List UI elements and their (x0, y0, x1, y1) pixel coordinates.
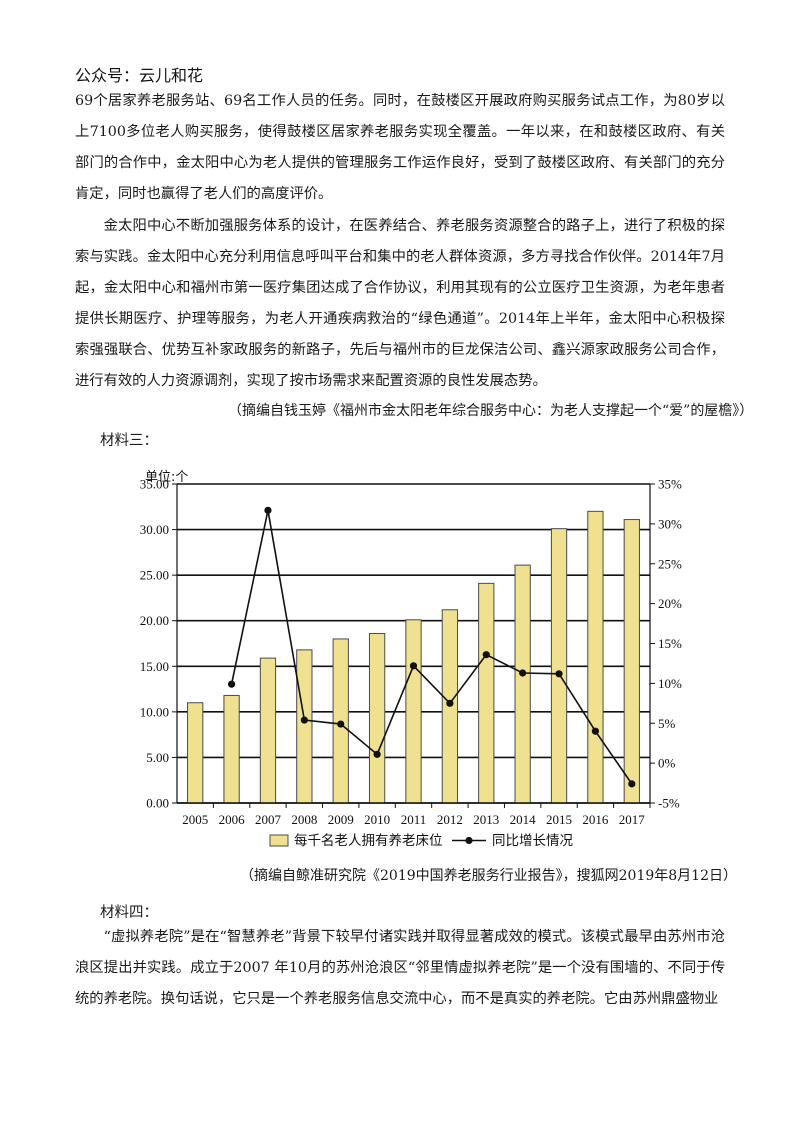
source-citation-1: （摘编自钱玉婷《福州市金太阳老年综合服务中心：为老人支撑起一个“爱”的屋檐》） (228, 403, 754, 419)
paragraph-2: 金太阳中心不断加强服务体系的设计，在医养结合、养老服务资源整合的路子上，进行了积… (75, 218, 725, 389)
growth-point (264, 506, 272, 514)
growth-point (227, 680, 236, 688)
paragraph-3: “虚拟养老院”是在“智慧养老”背景下较早付诸实践并取得显著成效的模式。该模式最早… (75, 929, 725, 1007)
x-axis-tick-label: 2017 (619, 812, 646, 827)
right-axis-tick-label: 30% (658, 516, 682, 531)
bar (587, 510, 604, 804)
bar-series (187, 510, 640, 804)
right-axis-tick-label: 35% (658, 477, 682, 492)
x-axis-tick-label: 2016 (582, 812, 609, 827)
growth-point (373, 750, 381, 758)
growth-point (446, 699, 454, 707)
x-axis-tick-label: 2005 (182, 812, 208, 827)
bar (514, 564, 531, 804)
x-axis-tick-label: 2008 (291, 812, 317, 827)
x-axis-tick-label: 2009 (328, 812, 354, 827)
right-axis-tick-label: 15% (658, 636, 682, 651)
bar (405, 619, 422, 804)
growth-point (628, 780, 636, 788)
left-axis-tick-label: 15.00 (140, 659, 169, 674)
bar (223, 694, 240, 804)
x-axis-tick-label: 2010 (364, 812, 390, 827)
x-axis-tick-label: 2013 (473, 812, 499, 827)
bar (478, 582, 495, 804)
tick-labels: 0.00 5.00 10.00 15.00 20.00 25.00 30.00 35.00 -5… (140, 477, 682, 828)
growth-line (230, 510, 633, 785)
source-citation-2: （摘编自鲸准研究院《2019中国养老服务行业报告》，搜狐网2019年8月12日） (240, 868, 737, 884)
page-header: 公众号：云儿和花 (75, 66, 204, 85)
right-axis-tick-label: 25% (658, 556, 682, 571)
x-axis-tick-label: 2007 (255, 812, 282, 827)
legend-line-label: 同比增长情况 (492, 833, 573, 849)
right-axis-tick-label: 0% (658, 756, 676, 771)
right-axis-tick-label: 20% (658, 596, 682, 611)
growth-point (482, 651, 490, 659)
line-series (227, 506, 636, 788)
unit-label: 单位:个 (145, 470, 188, 485)
growth-point (409, 662, 418, 670)
left-axis-tick-label: 30.00 (140, 522, 169, 537)
bar (259, 657, 277, 804)
left-axis-tick-label: 25.00 (140, 568, 169, 583)
x-axis-tick-label: 2014 (510, 812, 536, 827)
chart-legend: 每千名老人拥有养老床位 同比增长情况 (269, 833, 573, 849)
x-axis-tick-label: 2011 (401, 812, 427, 827)
legend-line-marker (465, 836, 473, 845)
material-4-label: 材料四： (100, 905, 158, 921)
bar (623, 519, 640, 804)
growth-point (337, 720, 345, 728)
x-axis-tick-label: 2012 (437, 812, 463, 827)
bar (368, 632, 386, 804)
left-axis-tick-label: 35.00 (140, 477, 169, 492)
left-axis-tick-label: 0.00 (146, 796, 169, 811)
growth-point (300, 716, 308, 724)
x-axis-tick-label: 2006 (219, 812, 246, 827)
x-axis-tick-label: 2015 (546, 812, 572, 827)
growth-point (591, 727, 600, 735)
bar (187, 702, 204, 804)
growth-point (519, 669, 527, 677)
legend-bar-swatch (269, 834, 289, 847)
axes (172, 483, 655, 808)
material-3-label: 材料三： (100, 433, 158, 449)
right-axis-tick-label: -5% (658, 796, 680, 811)
bar (550, 528, 568, 804)
left-axis-tick-label: 10.00 (140, 704, 169, 719)
bar (296, 649, 313, 804)
right-axis-tick-label: 5% (658, 716, 676, 731)
bed-growth-chart: 0.00 5.00 10.00 15.00 20.00 25.00 30.00 35.00 -5… (140, 470, 682, 849)
left-axis-tick-label: 5.00 (146, 750, 169, 765)
growth-point (555, 670, 563, 678)
right-axis-tick-label: 10% (658, 676, 682, 691)
paragraph-1: 69个居家养老服务站、69名工作人员的任务。同时，在鼓楼区开展政府购买服务试点工… (75, 93, 725, 202)
legend-bar-label: 每千名老人拥有养老床位 (294, 833, 443, 849)
left-axis-tick-label: 20.00 (140, 613, 169, 628)
